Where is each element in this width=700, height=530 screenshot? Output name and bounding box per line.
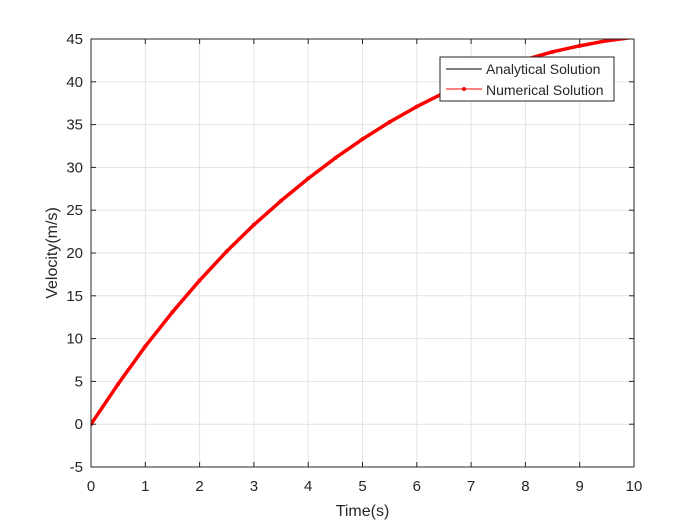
numerical-solution-point <box>143 344 148 349</box>
legend: Analytical Solution Numerical Solution <box>439 56 615 102</box>
numerical-solution-point <box>279 198 284 203</box>
y-tick-label: 20 <box>66 245 83 262</box>
numerical-solution-point <box>197 278 202 283</box>
y-tick-label: 15 <box>66 288 83 305</box>
x-axis-label: Time(s) <box>336 503 390 520</box>
numerical-solution-point <box>224 249 229 254</box>
x-tick-label: 3 <box>250 478 258 495</box>
x-tick-label: 1 <box>141 478 149 495</box>
numerical-solution-point <box>577 43 582 48</box>
x-tick-label: 9 <box>576 478 584 495</box>
numerical-solution-point <box>333 155 338 160</box>
legend-analytical-label: Analytical Solution <box>486 61 600 77</box>
numerical-solution-point <box>387 120 392 125</box>
numerical-solution-point <box>306 176 311 181</box>
y-axis-label: Velocity(m/s) <box>44 207 61 299</box>
x-tick-label: 5 <box>358 478 366 495</box>
y-tick-label: 10 <box>66 331 83 348</box>
y-tick-label: -5 <box>70 459 83 476</box>
y-tick-label: 0 <box>75 416 83 433</box>
numerical-solution-point <box>604 39 609 43</box>
x-tick-label: 4 <box>304 478 312 495</box>
y-tick-label: 30 <box>66 159 83 176</box>
numerical-solution-point <box>360 137 365 142</box>
series-layer <box>91 39 634 427</box>
x-tick-label: 0 <box>87 478 95 495</box>
numerical-solution-point <box>414 104 419 109</box>
y-tick-label: 5 <box>75 373 83 390</box>
x-tick-label: 8 <box>521 478 529 495</box>
x-tick-label: 2 <box>195 478 203 495</box>
legend-numerical-label: Numerical Solution <box>486 82 604 98</box>
legend-numerical-marker <box>462 87 466 91</box>
numerical-solution-point <box>170 310 175 315</box>
x-tick-label: 7 <box>467 478 475 495</box>
y-tick-label: 35 <box>66 117 83 134</box>
legend-box <box>439 56 615 102</box>
y-tick-label: 40 <box>66 74 83 91</box>
numerical-solution-point <box>550 49 555 54</box>
y-tick-label: 25 <box>66 202 83 219</box>
y-tick-label: 45 <box>66 31 83 48</box>
x-tick-label: 10 <box>626 478 643 495</box>
x-tick-label: 6 <box>413 478 421 495</box>
numerical-solution-point <box>251 222 256 227</box>
numerical-solution-point <box>116 381 121 386</box>
